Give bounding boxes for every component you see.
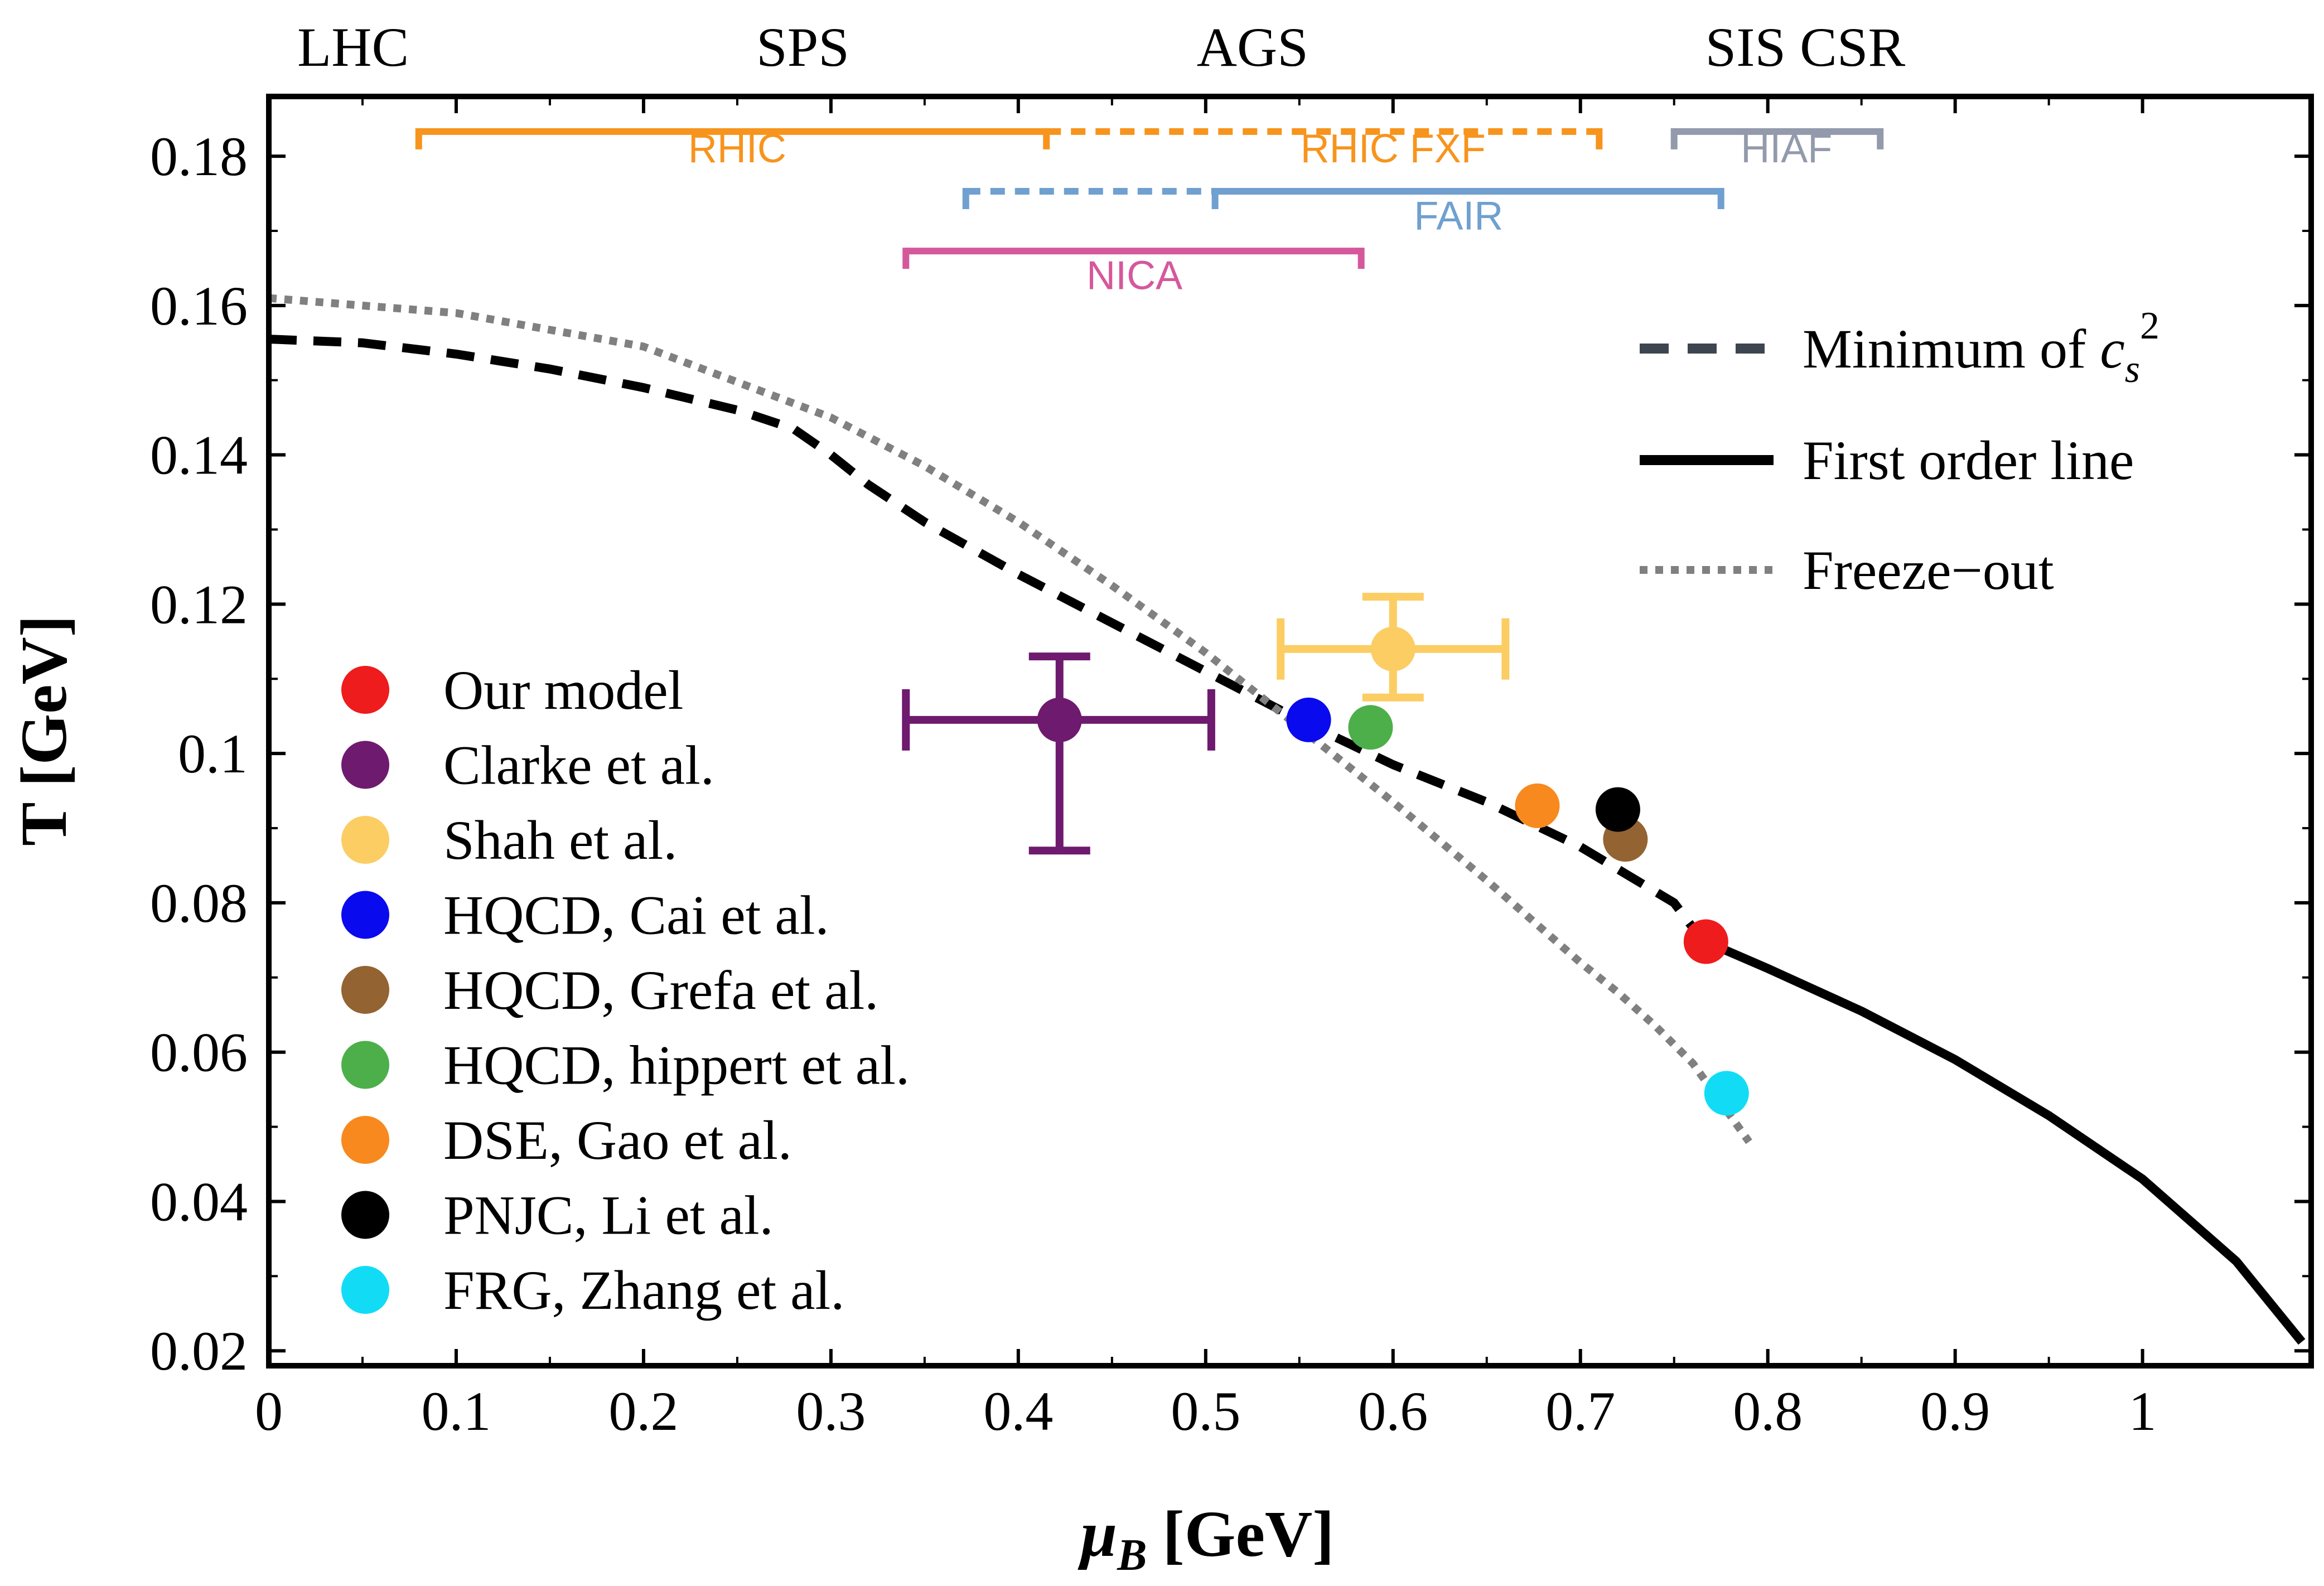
x-tick-label: 0 bbox=[255, 1380, 283, 1442]
point-dse-gao-et-al bbox=[1515, 783, 1560, 828]
x-tick-label: 0.3 bbox=[796, 1380, 866, 1442]
legend-marker-dse-gao-et-al bbox=[341, 1116, 389, 1164]
point-hqcd-hippert-et-al bbox=[1348, 705, 1393, 750]
legend-text-minimum-of-cs: Minimum of cs2 bbox=[1803, 304, 2159, 391]
y-tick-label: 0.14 bbox=[150, 424, 248, 486]
point-marker bbox=[1370, 626, 1415, 671]
curve-minimum-of-cs bbox=[269, 335, 1706, 943]
x-tick-label: 0.4 bbox=[983, 1380, 1053, 1442]
y-tick-label: 0.04 bbox=[150, 1171, 248, 1232]
point-frg-zhang-et-al bbox=[1704, 1071, 1749, 1116]
point-clarke-et-al bbox=[902, 652, 1215, 855]
range-label-fair: FAIR bbox=[1414, 194, 1503, 238]
x-axis-ticks: 0 0.1 0.2 0.3 0.4 0.5 0.6 0.7 0.8 0.9 1 bbox=[255, 96, 2157, 1442]
legend-text-superscript: 2 bbox=[2140, 304, 2159, 347]
legend-label-our-model: Our model bbox=[443, 659, 683, 721]
facility-label-ags: AGS bbox=[1197, 16, 1308, 78]
range-label-rhic: RHIC bbox=[688, 127, 786, 171]
x-tick-label: 1 bbox=[2129, 1380, 2157, 1442]
x-axis-title: μB [GeV] bbox=[1078, 1497, 1335, 1580]
legend-marker-shah-et-al bbox=[341, 816, 389, 864]
x-tick-label: 0.1 bbox=[421, 1380, 491, 1442]
legend-label-clarke-et-al: Clarke et al. bbox=[443, 734, 714, 796]
legend-marker-clarke-et-al bbox=[341, 741, 389, 789]
legend-marker-pnjc-li-et-al bbox=[341, 1191, 389, 1239]
legend-text-main: Minimum of bbox=[1803, 318, 2100, 380]
legend-text-first-order-line: First order line bbox=[1803, 429, 2134, 491]
legend-label-hqcd-hippert-et-al: HQCD, hippert et al. bbox=[443, 1034, 910, 1096]
x-axis-symbol: μ bbox=[1078, 1497, 1118, 1570]
range-label-hiaf: HIAF bbox=[1741, 127, 1832, 171]
legend-label-hqcd-cai-et-al: HQCD, Cai et al. bbox=[443, 884, 829, 946]
x-tick-label: 0.8 bbox=[1733, 1380, 1803, 1442]
y-tick-label: 0.1 bbox=[178, 723, 248, 785]
curve-first-order-line bbox=[1700, 936, 2306, 1345]
y-tick-label: 0.12 bbox=[150, 573, 248, 635]
x-tick-label: 0.2 bbox=[608, 1380, 678, 1442]
x-tick-label: 0.7 bbox=[1545, 1380, 1615, 1442]
y-tick-label: 0.08 bbox=[150, 872, 248, 934]
legend-label-hqcd-grefa-et-al: HQCD, Grefa et al. bbox=[443, 959, 878, 1021]
y-tick-label: 0.16 bbox=[150, 275, 248, 337]
point-marker bbox=[1683, 919, 1728, 964]
legend-marker-hqcd-cai-et-al bbox=[341, 891, 389, 939]
range-label-rhic-fxf: RHIC FXF bbox=[1301, 127, 1486, 171]
point-marker bbox=[1595, 787, 1640, 832]
y-axis-ticks: 0.02 0.04 0.06 0.08 0.1 0.12 0.14 0.16 0.18 bbox=[150, 125, 2311, 1382]
legend-lines: Minimum of cs2 First order line Freeze−out bbox=[1640, 304, 2159, 601]
x-tick-label: 0.9 bbox=[1920, 1380, 1990, 1442]
experiment-ranges: RHIC RHIC FXF HIAF FAIR NICA bbox=[415, 127, 1884, 298]
point-marker bbox=[1704, 1071, 1749, 1116]
legend-label-shah-et-al: Shah et al. bbox=[443, 809, 677, 871]
point-our-model bbox=[1683, 919, 1728, 964]
y-tick-label: 0.18 bbox=[150, 125, 248, 187]
legend-text-symbol: c bbox=[2100, 318, 2124, 380]
x-tick-label: 0.5 bbox=[1171, 1380, 1240, 1442]
x-axis-unit: [GeV] bbox=[1163, 1497, 1335, 1570]
facility-label-sps: SPS bbox=[756, 16, 849, 78]
facility-label-sis-csr: SIS CSR bbox=[1705, 16, 1906, 78]
legend-marker-hqcd-hippert-et-al bbox=[341, 1041, 389, 1089]
range-label-nica: NICA bbox=[1086, 253, 1182, 298]
legend-text-freeze-out: Freeze−out bbox=[1803, 539, 2054, 601]
point-pnjc-li-et-al bbox=[1595, 787, 1640, 832]
y-tick-label: 0.06 bbox=[150, 1022, 248, 1084]
legend-text-subscript: s bbox=[2125, 348, 2140, 391]
legend-label-dse-gao-et-al: DSE, Gao et al. bbox=[443, 1109, 792, 1171]
legend-label-pnjc-li-et-al: PNJC, Li et al. bbox=[443, 1184, 774, 1246]
point-shah-et-al bbox=[1277, 593, 1510, 702]
point-hqcd-cai-et-al bbox=[1286, 697, 1331, 742]
legend-marker-frg-zhang-et-al bbox=[341, 1266, 389, 1314]
point-marker bbox=[1286, 697, 1331, 742]
y-tick-label: 0.02 bbox=[150, 1320, 248, 1382]
data-points bbox=[902, 593, 1749, 1116]
x-tick-label: 0.6 bbox=[1358, 1380, 1428, 1442]
plot-frame bbox=[266, 94, 2314, 1369]
point-marker bbox=[1348, 705, 1393, 750]
x-axis-subscript: B bbox=[1117, 1531, 1147, 1580]
point-marker bbox=[1037, 697, 1082, 742]
legend-points: Our model Clarke et al. Shah et al. HQCD, C… bbox=[341, 659, 910, 1321]
legend-label-frg-zhang-et-al: FRG, Zhang et al. bbox=[443, 1259, 844, 1321]
legend-marker-our-model bbox=[341, 666, 389, 714]
point-marker bbox=[1515, 783, 1560, 828]
y-axis-title: T [GeV] bbox=[7, 615, 80, 846]
legend-marker-hqcd-grefa-et-al bbox=[341, 966, 389, 1014]
facility-label-lhc: LHC bbox=[297, 16, 409, 78]
facility-labels: LHC SPS AGS SIS CSR bbox=[297, 16, 1905, 78]
